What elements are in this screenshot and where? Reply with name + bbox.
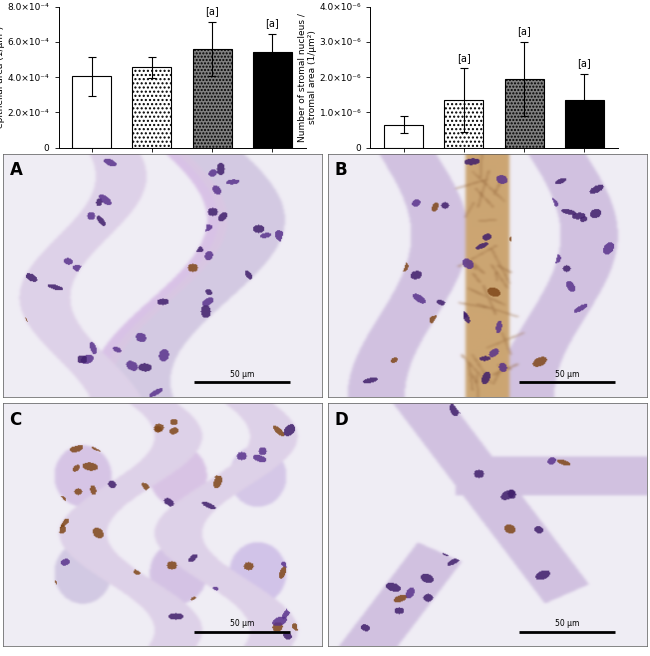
Text: B: B [335,161,347,180]
Bar [445,100,484,148]
Bar [504,79,543,148]
Bar [565,100,604,148]
Text: [a]: [a] [517,26,531,36]
Text: 50 μm: 50 μm [230,619,254,628]
Text: A: A [10,161,23,180]
Text: [a]: [a] [205,6,219,16]
Y-axis label: Number of epithelial nucleus /
epithelial area (1/μm²): Number of epithelial nucleus / epithelia… [0,9,5,146]
Text: [a]: [a] [577,58,592,68]
Text: [a]: [a] [265,18,280,28]
Bar [133,68,172,148]
Bar [384,125,423,148]
Text: [a]: [a] [457,52,471,62]
Text: 50 μm: 50 μm [555,619,579,628]
Text: D: D [335,411,348,429]
Bar [72,76,111,148]
Y-axis label: Number of stromal nucleus /
stromal area (1/μm²): Number of stromal nucleus / stromal area… [298,12,317,142]
Text: 50 μm: 50 μm [230,370,254,379]
Bar [253,52,292,148]
Text: 50 μm: 50 μm [555,370,579,379]
Bar [192,49,231,148]
Text: C: C [10,411,22,429]
